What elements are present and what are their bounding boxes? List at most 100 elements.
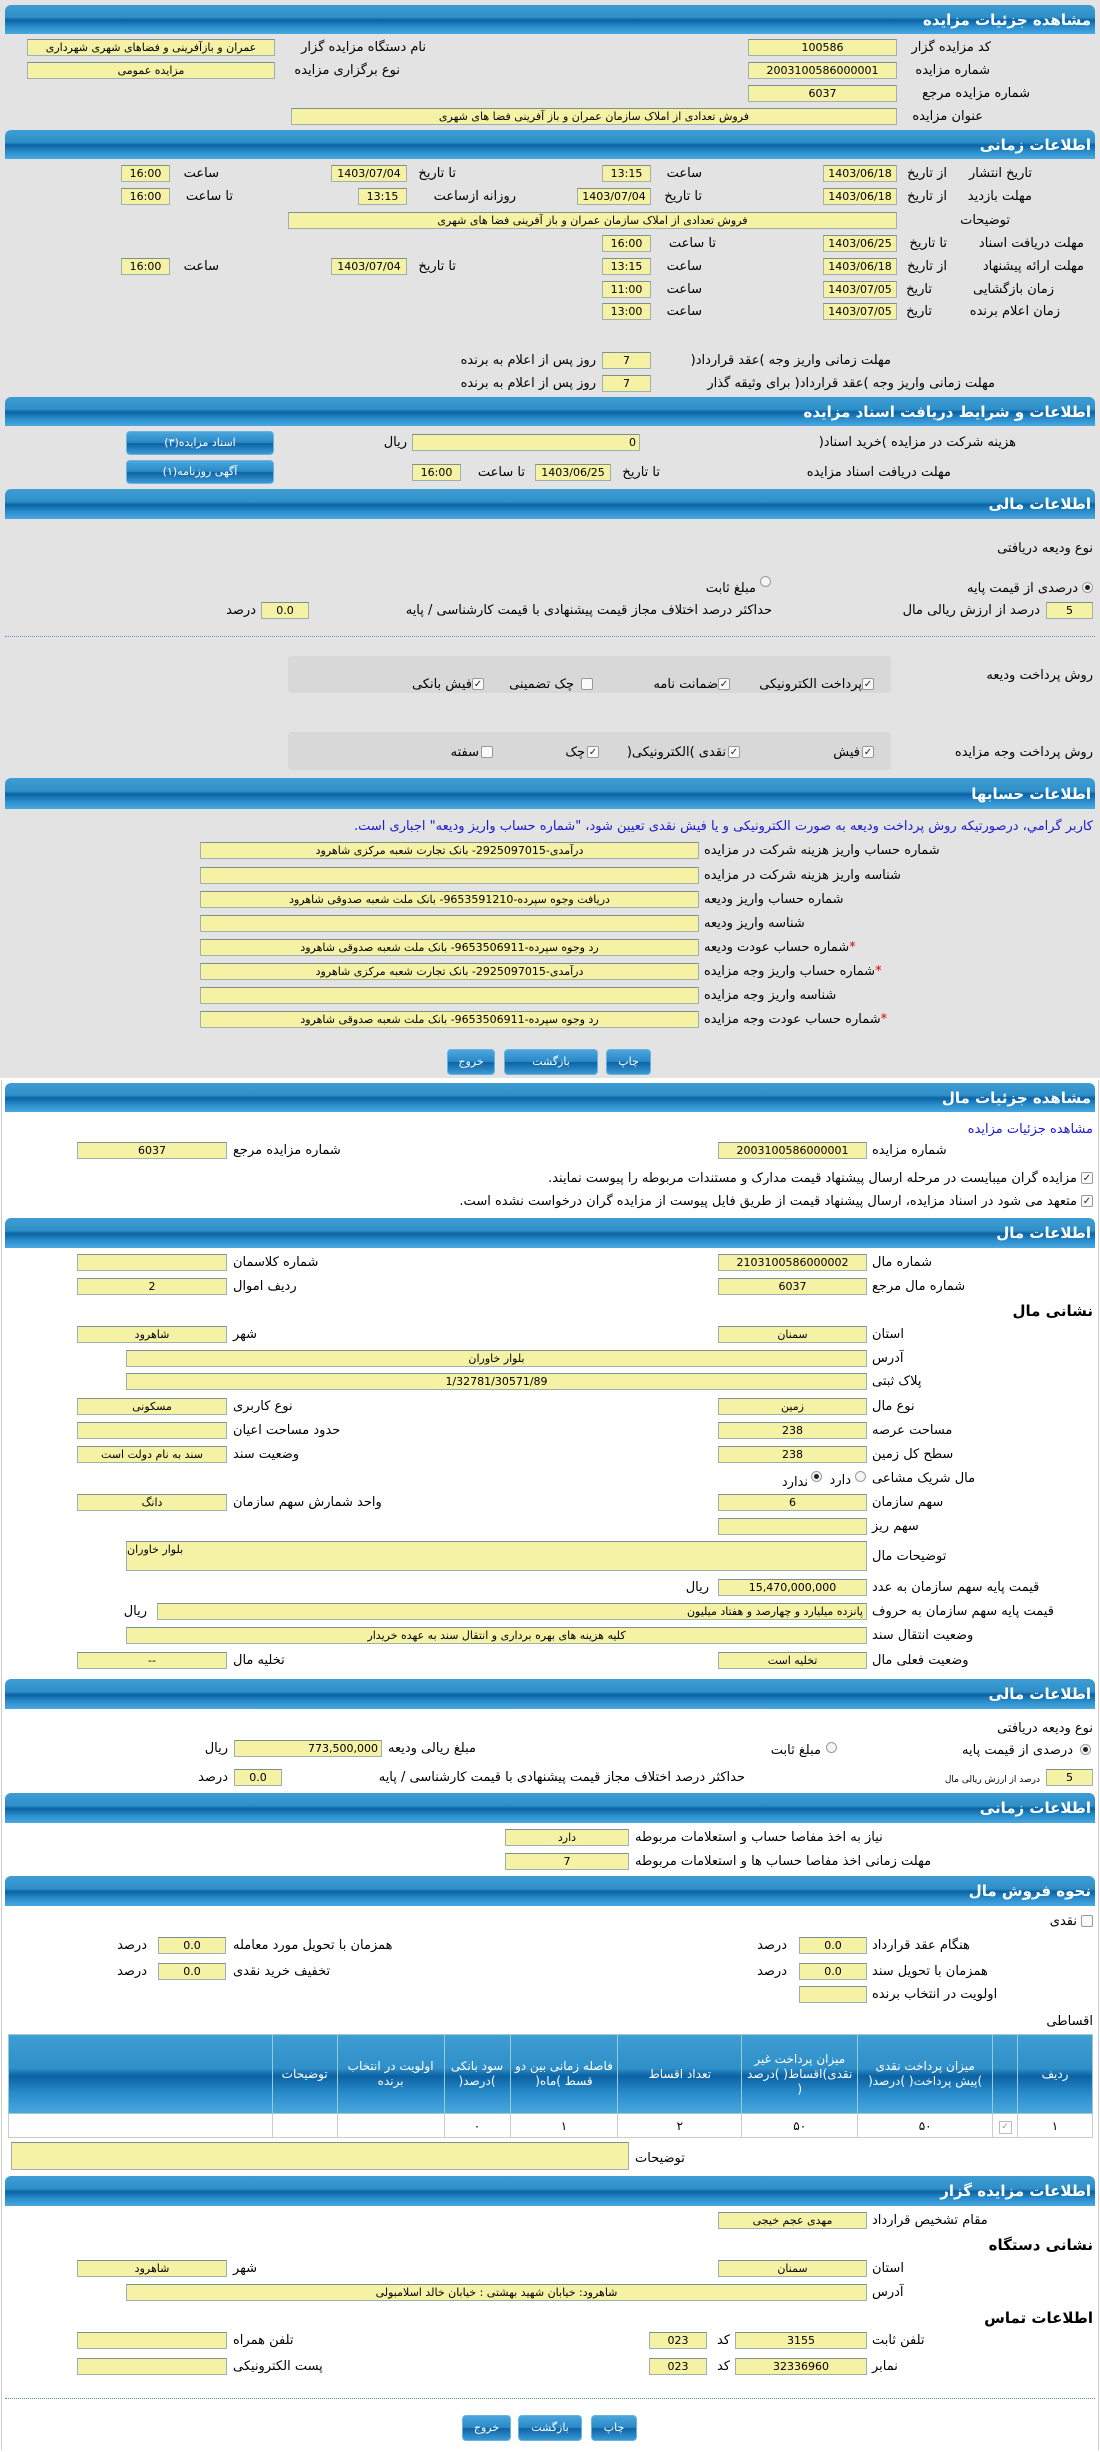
account-field[interactable]: درآمدی-2925097015- بانک تجارت شعبه مرکزی… — [200, 963, 699, 980]
offer-to-date[interactable]: 1403/07/04 — [331, 258, 407, 275]
deed-transfer-field[interactable]: کلیه هزینه های بهره برداری و انتقال سند … — [126, 1627, 867, 1644]
max-diff-field[interactable]: 0.0 — [261, 602, 309, 619]
share-unit-field[interactable]: دانگ — [77, 1494, 227, 1511]
delivery-item-percent-field[interactable]: 0.0 — [158, 1937, 226, 1954]
back-button[interactable]: بازگشت — [504, 1049, 598, 1075]
exit-button[interactable]: خروج — [447, 1049, 495, 1075]
row-checkbox[interactable]: ✓ — [998, 2120, 1012, 2134]
percent-radio[interactable] — [1082, 582, 1093, 593]
guarantor-deadline-field[interactable]: 7 — [602, 375, 651, 392]
docs-time[interactable]: 16:00 — [602, 235, 651, 252]
item-number-field[interactable]: 2103100586000002 — [718, 1254, 867, 1271]
phone-code-field[interactable]: 023 — [649, 2332, 707, 2349]
item-address-field[interactable]: بلوار خاوران — [126, 1350, 867, 1367]
visit-to-time[interactable]: 16:00 — [121, 188, 170, 205]
auction-number-field[interactable]: 2003100586000001 — [748, 62, 897, 79]
mobile-field[interactable] — [77, 2332, 227, 2349]
organizer-code-field[interactable]: 100586 — [748, 39, 897, 56]
account-field[interactable]: دریافت وجوه سپرده-9653591210- بانک ملت ش… — [200, 891, 699, 908]
opening-date[interactable]: 1403/07/05 — [823, 281, 897, 298]
deposit-amount-field[interactable]: 773,500,000 — [234, 1740, 382, 1757]
clearance-field[interactable]: دارد — [505, 1829, 629, 1846]
phone-field[interactable]: 3155 — [735, 2332, 867, 2349]
print-button-bottom[interactable]: چاپ — [591, 2415, 637, 2441]
item-city-field[interactable]: شاهرود — [77, 1326, 227, 1343]
current-status-field[interactable]: تخلیه است — [718, 1652, 867, 1669]
offer-to-time[interactable]: 16:00 — [121, 258, 170, 275]
small-share-field[interactable] — [718, 1518, 867, 1535]
deposit-method-checkbox[interactable] — [581, 678, 593, 690]
publish-to-time[interactable]: 16:00 — [121, 165, 170, 182]
deposit-method-checkbox[interactable]: ✓ — [718, 678, 730, 690]
payment-method-checkbox[interactable]: ✓ — [728, 746, 740, 758]
shared-no-radio[interactable] — [811, 1471, 822, 1482]
shared-yes-radio[interactable] — [855, 1471, 866, 1482]
visit-to-date[interactable]: 1403/07/04 — [577, 188, 651, 205]
item-reference-number-field[interactable]: 6037 — [77, 1142, 227, 1159]
exit-button-bottom[interactable]: خروج — [462, 2415, 511, 2441]
delivery-deed-percent-field[interactable]: 0.0 — [799, 1963, 867, 1980]
item-description-field[interactable]: بلوار خاوران — [126, 1541, 867, 1571]
item-fixed-radio[interactable] — [826, 1742, 837, 1753]
contract-deadline-field[interactable]: 7 — [602, 352, 651, 369]
account-field[interactable] — [200, 915, 699, 932]
organization-share-field[interactable]: 6 — [718, 1494, 867, 1511]
winner-time[interactable]: 13:00 — [602, 303, 651, 320]
account-field[interactable]: رد وجوه سپرده-9653506911- بانک ملت شعبه … — [200, 939, 699, 956]
deed-status-field[interactable]: سند به نام دولت است — [77, 1446, 227, 1463]
doc-deadline-date[interactable]: 1403/06/25 — [535, 464, 611, 481]
usage-type-field[interactable]: مسکونی — [77, 1398, 227, 1415]
organizer-province-field[interactable]: سمنان — [718, 2260, 867, 2277]
docs-to-date[interactable]: 1403/06/25 — [823, 235, 897, 252]
organizer-city-field[interactable]: شاهرود — [77, 2260, 227, 2277]
item-row-field[interactable]: 2 — [77, 1278, 227, 1295]
item-max-diff-field[interactable]: 0.0 — [234, 1769, 282, 1786]
confirm-attachments-checkbox[interactable]: ✓ — [1081, 1172, 1093, 1184]
visit-from-date[interactable]: 1403/06/18 — [823, 188, 897, 205]
clearance-deadline-field[interactable]: 7 — [505, 1853, 629, 1870]
newspaper-ad-button[interactable]: آگهی روزنامه(۱) — [126, 460, 274, 484]
fax-code-field[interactable]: 023 — [649, 2358, 707, 2375]
building-area-field[interactable] — [77, 1422, 227, 1439]
base-price-number-field[interactable]: 15,470,000,000 — [718, 1579, 867, 1596]
auction-documents-button[interactable]: اسناد مزایده(۳) — [126, 431, 274, 455]
item-percent-field[interactable]: 5 — [1046, 1769, 1093, 1786]
item-percent-radio[interactable] — [1080, 1744, 1091, 1755]
fixed-radio[interactable] — [760, 576, 771, 587]
auction-title-field[interactable]: فروش تعدادی از املاک سازمان عمران و باز … — [291, 108, 897, 125]
account-field[interactable] — [200, 867, 699, 884]
timing-description-field[interactable]: فروش تعدادی از املاک سازمان عمران و باز … — [288, 212, 897, 229]
reference-number-field[interactable]: 6037 — [748, 85, 897, 102]
fee-field[interactable]: 0 — [412, 434, 640, 451]
payment-method-checkbox[interactable]: ✓ — [587, 746, 599, 758]
item-auction-number-field[interactable]: 2003100586000001 — [718, 1142, 867, 1159]
vacate-field[interactable]: -- — [77, 1652, 227, 1669]
organizer-name-field[interactable]: عمران و بازآفرینی و فضاهای شهری شهرداری — [27, 39, 275, 56]
opening-time[interactable]: 11:00 — [602, 281, 651, 298]
base-price-words-field[interactable]: پانزده میلیارد و چهارصد و هفتاد میلیون — [157, 1603, 867, 1620]
item-type-field[interactable]: زمین — [718, 1398, 867, 1415]
back-button-bottom[interactable]: بازگشت — [518, 2415, 582, 2441]
deposit-method-checkbox[interactable]: ✓ — [862, 678, 874, 690]
account-field[interactable]: رد وجوه سپرده-9653506911- بانک ملت شعبه … — [200, 1011, 699, 1028]
auction-details-link[interactable]: مشاهده جزئیات مزایده — [967, 1122, 1093, 1137]
cadastral-number-field[interactable] — [77, 1254, 227, 1271]
deposit-method-checkbox[interactable]: ✓ — [472, 678, 484, 690]
item-reference-field[interactable]: 6037 — [718, 1278, 867, 1295]
winner-date[interactable]: 1403/07/05 — [823, 303, 897, 320]
item-province-field[interactable]: سمنان — [718, 1326, 867, 1343]
offer-from-time[interactable]: 13:15 — [602, 258, 651, 275]
sale-notes-field[interactable] — [11, 2142, 629, 2170]
contract-percent-field[interactable]: 0.0 — [799, 1937, 867, 1954]
visit-daily-from[interactable]: 13:15 — [358, 188, 407, 205]
fax-field[interactable]: 32336960 — [735, 2358, 867, 2375]
priority-field[interactable] — [799, 1986, 867, 2003]
percent-field[interactable]: 5 — [1046, 602, 1093, 619]
land-area-field[interactable]: 238 — [718, 1422, 867, 1439]
publish-from-time[interactable]: 13:15 — [602, 165, 651, 182]
payment-method-checkbox[interactable]: ✓ — [862, 746, 874, 758]
organizer-address-field[interactable]: شاهرود: خیابان شهید بهشتی : خیابان خالد … — [126, 2284, 867, 2301]
print-button[interactable]: چاپ — [606, 1049, 651, 1075]
publish-to-date[interactable]: 1403/07/04 — [331, 165, 407, 182]
offer-from-date[interactable]: 1403/06/18 — [823, 258, 897, 275]
